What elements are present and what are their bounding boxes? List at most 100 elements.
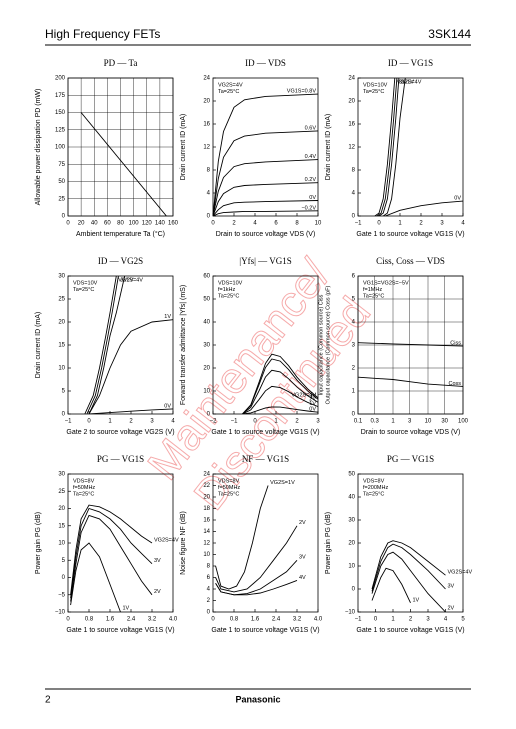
- x-tick-label: 4.0: [169, 617, 178, 623]
- x-axis-label: Ambient temperature Ta (°C): [76, 230, 165, 238]
- x-axis-label: Gate 1 to source voltage VG1S (V): [356, 627, 464, 634]
- series-label: 3V: [399, 79, 406, 85]
- x-tick-label: −1: [355, 617, 363, 623]
- x-axis-label: Gate 1 to source voltage VG1S (V): [211, 627, 319, 634]
- x-tick-label: 3: [426, 617, 430, 623]
- x-tick-label: 2.4: [272, 617, 281, 623]
- x-tick-label: 4: [253, 221, 257, 227]
- y-tick-label: 10: [348, 564, 355, 570]
- y-tick-label: 15: [58, 523, 65, 529]
- y-tick-label: 0: [62, 575, 66, 581]
- x-tick-label: 1.6: [106, 617, 115, 623]
- condition-note: VDS=10V: [218, 280, 243, 286]
- y-tick-label: 8: [207, 564, 211, 570]
- x-tick-label: 10: [425, 419, 432, 425]
- y-tick-label: 10: [58, 366, 65, 372]
- series-label: 3V: [120, 277, 127, 283]
- y-tick-label: 0: [352, 214, 356, 220]
- condition-note: Ta=25°C: [218, 89, 239, 95]
- plot-curves: [80, 112, 167, 216]
- series-label: 4V: [299, 575, 306, 581]
- x-tick-label: 2: [409, 617, 413, 623]
- condition-note: Ta=25°C: [218, 491, 239, 497]
- x-axis-label: Drain to source voltage VDS (V): [216, 231, 316, 238]
- curve: [374, 78, 396, 216]
- y-tick-label: 20: [348, 99, 355, 105]
- y-tick-label: −5: [58, 592, 66, 598]
- y-tick-label: 20: [203, 495, 210, 501]
- series-label: VG2S=4V: [154, 537, 179, 543]
- curve: [371, 567, 411, 603]
- chart-title: ID — VDS: [245, 58, 286, 68]
- condition-note: Ta=25°C: [73, 287, 94, 293]
- x-tick-label: 2.4: [127, 617, 136, 623]
- x-tick-label: 0: [66, 221, 70, 227]
- curve: [371, 551, 446, 612]
- curve: [215, 485, 269, 590]
- y-axis-label: Output capacitance (Common source) Coss …: [325, 286, 331, 405]
- x-tick-label: 140: [155, 221, 166, 227]
- y-tick-label: 0: [352, 412, 356, 418]
- y-tick-label: 4: [352, 191, 356, 197]
- page-number: 2: [45, 695, 51, 706]
- x-tick-label: 0.1: [354, 419, 363, 425]
- series-label: 2V: [127, 277, 134, 283]
- y-tick-label: 60: [203, 274, 210, 280]
- x-tick-label: 100: [129, 221, 140, 227]
- y-axis-label: Allowable power dissipation PD (mW): [35, 89, 42, 206]
- curve: [213, 93, 318, 216]
- x-tick-label: 3: [150, 419, 154, 425]
- y-tick-label: 0: [207, 214, 211, 220]
- y-axis-label: Power gain PG (dB): [325, 512, 332, 574]
- y-tick-label: 10: [203, 552, 210, 558]
- condition-note: f=200MHz: [363, 485, 388, 491]
- x-tick-label: 4: [171, 419, 175, 425]
- x-tick-label: 1: [108, 419, 112, 425]
- x-tick-label: 5: [461, 617, 465, 623]
- y-tick-label: 5: [352, 297, 356, 303]
- y-tick-label: 0: [62, 412, 66, 418]
- y-tick-label: 125: [55, 127, 66, 133]
- x-tick-label: 1: [391, 617, 395, 623]
- brand: Panasonic: [235, 694, 280, 704]
- x-axis-label: Gate 1 to source voltage VG1S (V): [66, 627, 174, 634]
- x-axis-label: Gate 2 to source voltage VG2S (V): [66, 429, 174, 436]
- x-tick-label: 2: [419, 221, 423, 227]
- curve: [84, 276, 117, 414]
- chart-title: |Yfs| — VG1S: [239, 256, 291, 266]
- x-tick-label: 4: [461, 221, 465, 227]
- x-tick-label: 1: [391, 419, 395, 425]
- condition-note: VDS=8V: [363, 478, 385, 484]
- series-label: 0V: [309, 195, 316, 201]
- condition-note: VDS=8V: [218, 478, 240, 484]
- y-tick-label: 100: [55, 145, 66, 151]
- x-tick-label: 8: [295, 221, 299, 227]
- series-label: 3V: [309, 394, 316, 400]
- y-tick-label: 16: [203, 122, 210, 128]
- y-tick-label: −10: [345, 610, 356, 616]
- chart-title: Ciss, Coss — VDS: [376, 256, 445, 266]
- series-label: Coss: [448, 381, 461, 387]
- y-tick-label: 25: [58, 196, 65, 202]
- series-label: 1V: [413, 597, 420, 603]
- y-tick-label: 4: [207, 191, 211, 197]
- chart-title: ID — VG2S: [98, 256, 143, 266]
- y-tick-label: 20: [203, 99, 210, 105]
- curve: [371, 540, 446, 590]
- condition-note: Ta=25°C: [363, 89, 384, 95]
- y-tick-label: 0: [207, 412, 211, 418]
- y-tick-label: 50: [348, 472, 355, 478]
- y-tick-label: 20: [203, 366, 210, 372]
- plot-curves: [84, 276, 173, 414]
- y-axis-label: Drain current ID (mA): [325, 114, 332, 181]
- x-tick-label: 4: [444, 617, 448, 623]
- series-label: 1V: [164, 314, 171, 320]
- header-part: 3SK144: [428, 27, 471, 41]
- series-label: 0V: [309, 407, 316, 413]
- x-tick-label: 0: [377, 221, 381, 227]
- curve: [80, 112, 167, 216]
- y-tick-label: 0: [352, 587, 356, 593]
- y-tick-label: 175: [55, 93, 66, 99]
- series-label: 0.6V: [305, 125, 317, 131]
